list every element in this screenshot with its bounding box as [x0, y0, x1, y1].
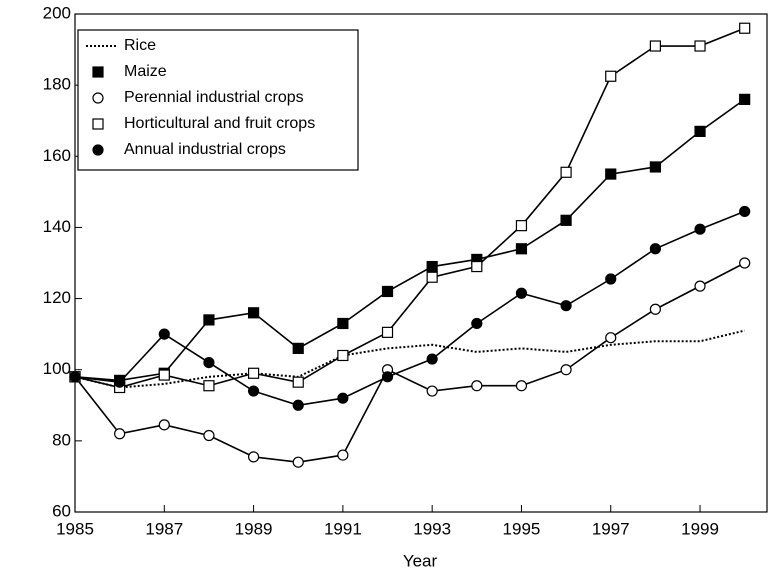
legend-label: Rice — [124, 37, 156, 54]
legend-swatch — [92, 92, 104, 104]
x-tick-label: 1987 — [145, 519, 183, 538]
marker — [605, 70, 617, 82]
marker — [649, 161, 661, 173]
marker — [471, 380, 483, 392]
marker — [337, 392, 349, 404]
marker — [426, 271, 438, 283]
legend-swatch — [92, 66, 104, 78]
x-tick-label: 1995 — [503, 519, 541, 538]
marker — [158, 369, 170, 381]
marker — [694, 125, 706, 137]
marker — [426, 260, 438, 273]
marker — [560, 166, 572, 178]
marker — [381, 371, 394, 383]
marker — [69, 371, 81, 383]
series-line — [74, 27, 745, 389]
marker — [337, 349, 349, 362]
series-line — [74, 98, 746, 382]
y-tick-label: 80 — [52, 430, 71, 449]
marker — [605, 168, 617, 180]
marker — [247, 451, 260, 463]
x-tick-label: 1999 — [681, 519, 719, 538]
marker — [292, 456, 304, 468]
legend-swatch — [92, 118, 104, 130]
marker — [203, 380, 215, 392]
marker — [694, 223, 706, 235]
legend-box — [77, 29, 359, 171]
plot-frame — [74, 13, 768, 513]
marker — [694, 40, 706, 52]
marker — [158, 419, 170, 431]
marker — [471, 260, 483, 273]
marker — [739, 93, 751, 105]
marker — [515, 243, 528, 255]
marker — [515, 220, 528, 232]
marker — [515, 287, 528, 299]
marker — [649, 40, 661, 52]
marker — [292, 399, 304, 411]
marker — [515, 380, 528, 392]
x-tick-label: 1991 — [324, 519, 362, 538]
marker — [292, 376, 304, 388]
series-line — [74, 262, 746, 464]
y-tick-label: 140 — [43, 217, 71, 236]
marker — [381, 326, 394, 338]
marker — [158, 328, 170, 340]
marker — [560, 300, 572, 312]
y-tick-label: 60 — [52, 501, 71, 520]
marker — [649, 303, 661, 315]
legend-label: Annual industrial crops — [124, 141, 286, 158]
x-tick-label: 1993 — [413, 519, 451, 538]
x-axis-label: Year — [403, 551, 438, 570]
marker — [649, 243, 661, 255]
legend-swatch — [92, 144, 104, 156]
legend-label: Horticultural and fruit crops — [124, 115, 315, 132]
marker — [247, 307, 260, 319]
marker — [694, 280, 706, 292]
y-tick-label: 100 — [43, 359, 71, 378]
marker — [114, 376, 126, 388]
y-tick-label: 160 — [43, 146, 71, 165]
marker — [560, 214, 572, 226]
legend-label: Perennial industrial crops — [124, 89, 304, 106]
legend-label: Maize — [124, 63, 167, 80]
series-line — [74, 210, 745, 407]
marker — [247, 385, 260, 397]
marker — [560, 364, 572, 376]
y-tick-label: 120 — [43, 288, 71, 307]
marker — [739, 22, 751, 34]
marker — [114, 428, 126, 440]
marker — [605, 273, 617, 285]
marker — [605, 332, 617, 344]
marker — [426, 353, 438, 365]
x-tick-label: 1989 — [235, 519, 273, 538]
marker — [739, 257, 751, 269]
marker — [203, 357, 215, 369]
marker — [203, 314, 215, 326]
marker — [381, 285, 394, 298]
marker — [247, 367, 260, 379]
x-tick-label: 1985 — [56, 519, 94, 538]
x-tick-label: 1997 — [592, 519, 630, 538]
marker — [337, 317, 349, 330]
marker — [203, 429, 215, 442]
marker — [471, 317, 483, 330]
marker — [739, 205, 751, 218]
y-tick-label: 200 — [43, 3, 71, 22]
marker — [292, 342, 304, 354]
marker — [426, 385, 438, 397]
y-tick-label: 180 — [43, 75, 71, 94]
marker — [337, 449, 349, 461]
